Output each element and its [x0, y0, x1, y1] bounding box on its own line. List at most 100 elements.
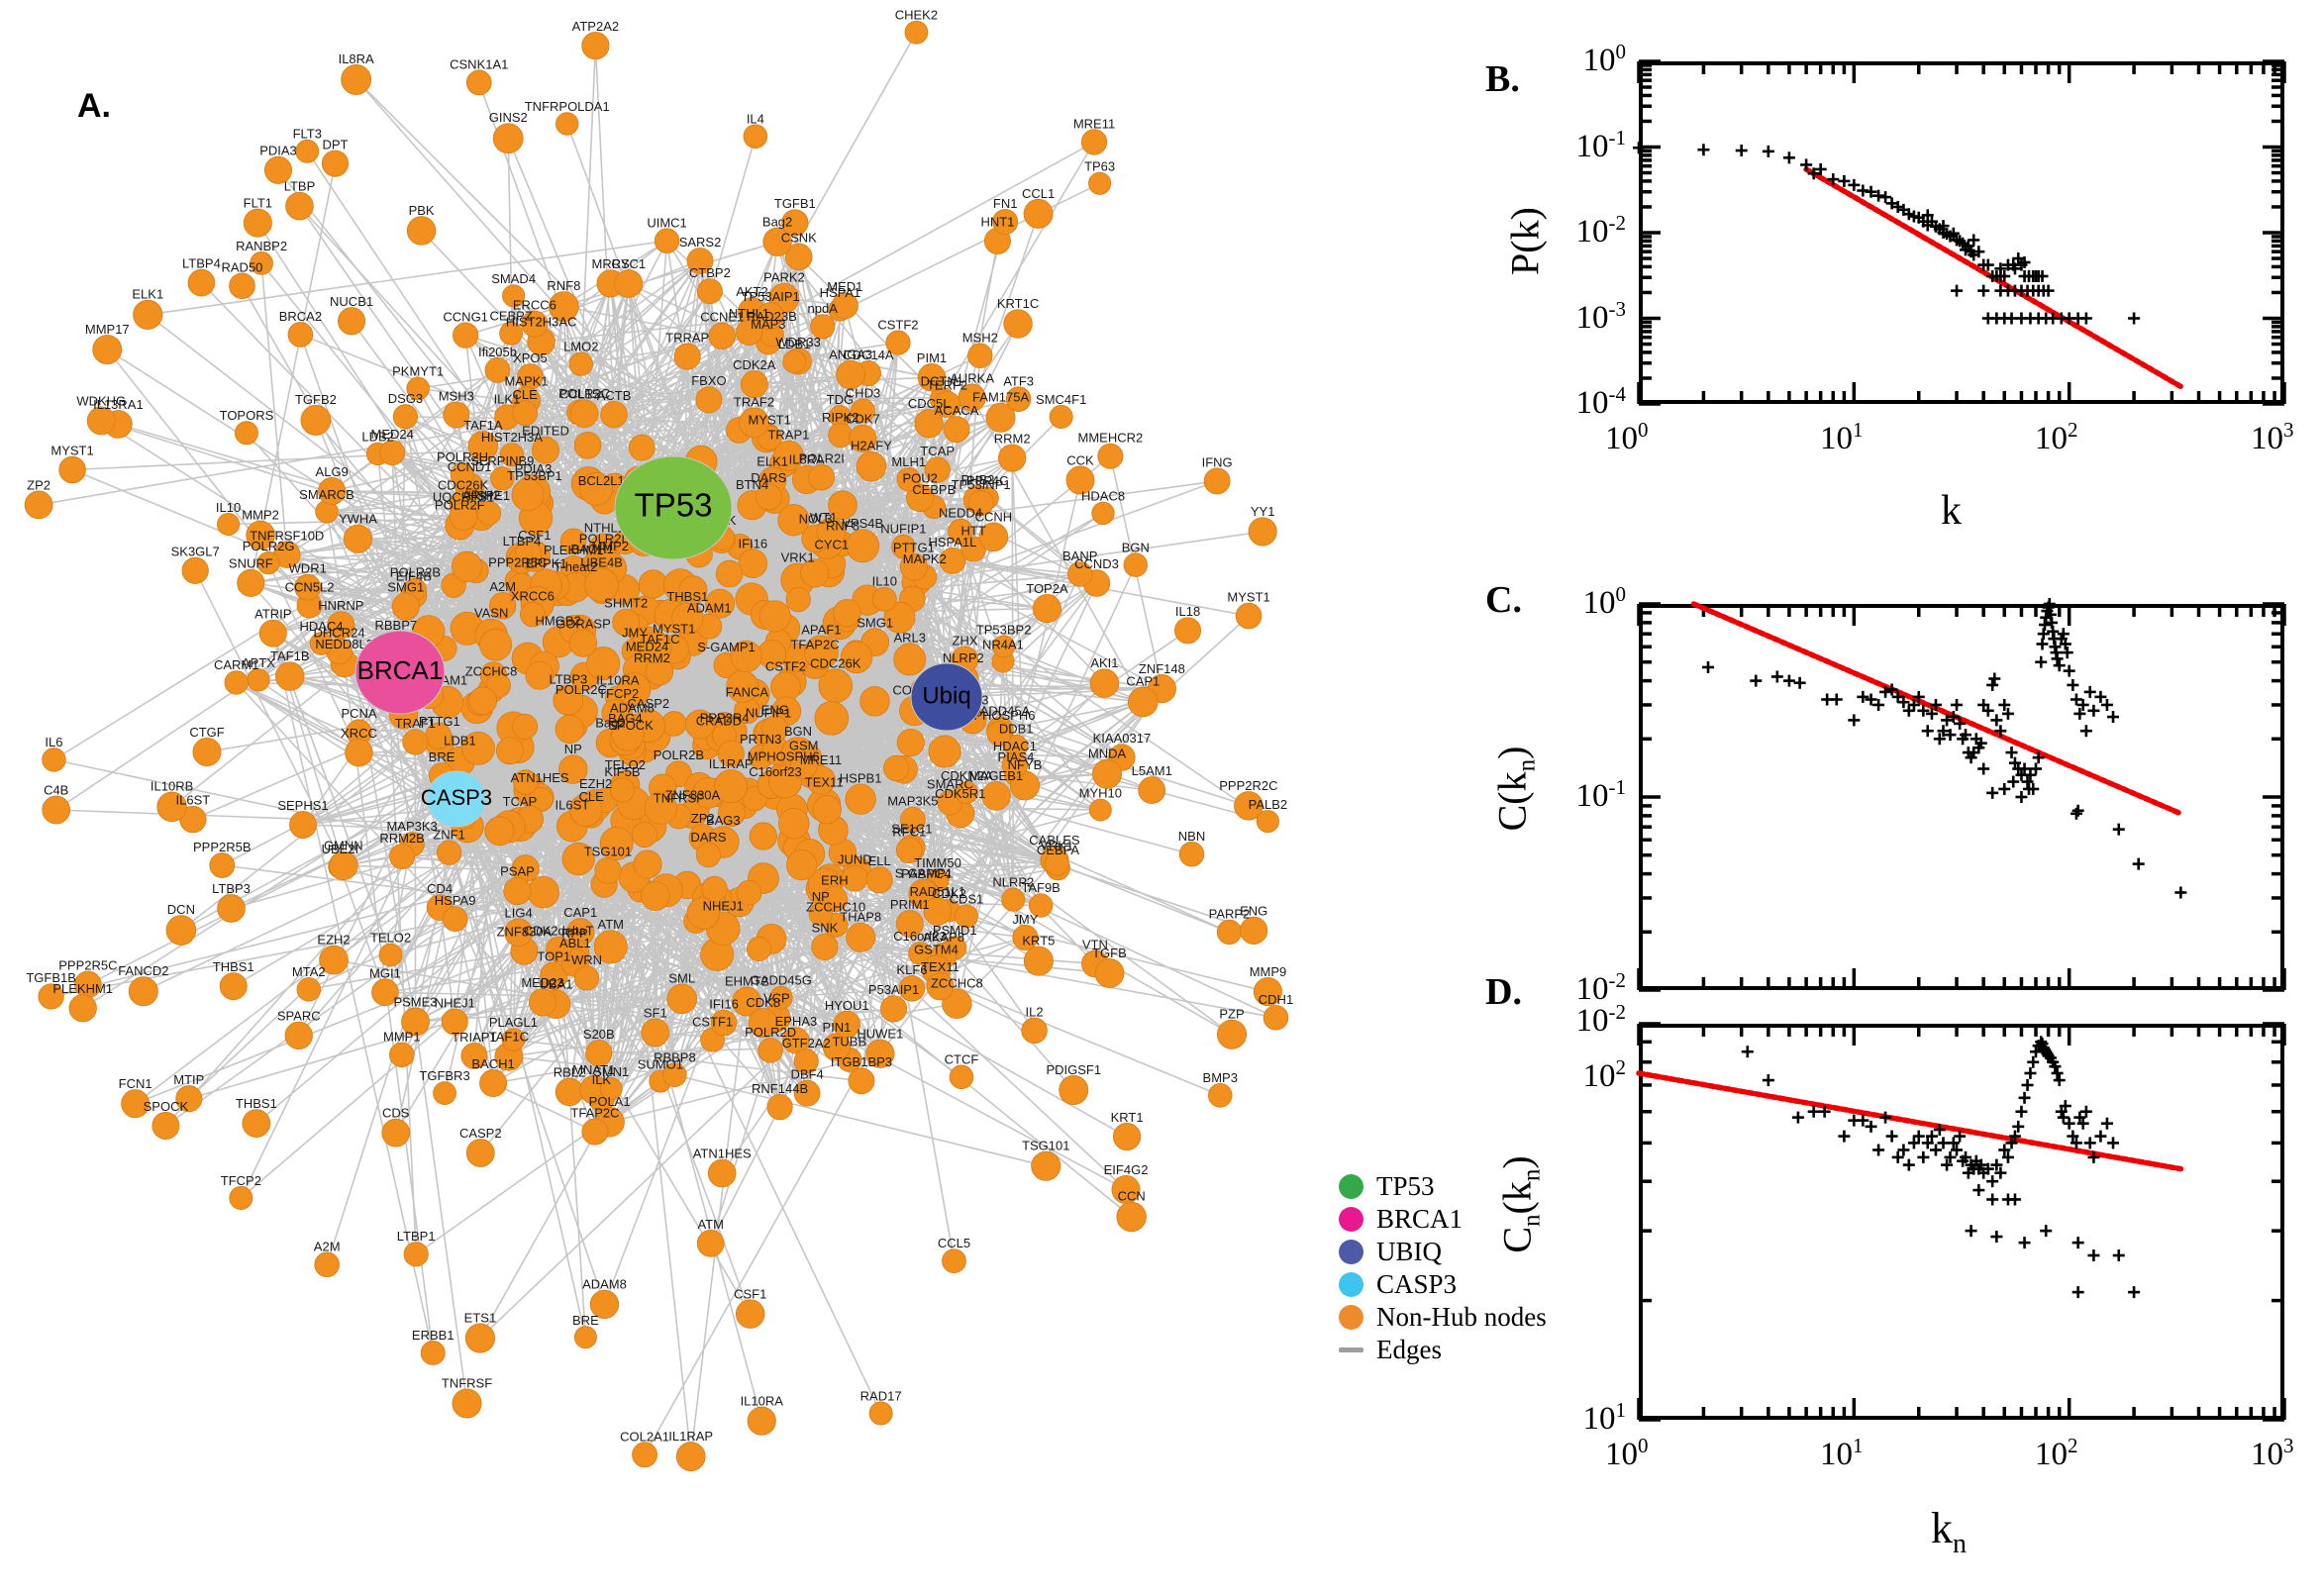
network-node[interactable] — [928, 735, 961, 768]
network-node[interactable] — [465, 1139, 495, 1167]
network-node[interactable] — [871, 586, 897, 612]
network-node[interactable] — [24, 490, 53, 520]
network-node[interactable] — [479, 1069, 508, 1097]
network-node[interactable] — [833, 598, 861, 628]
network-node[interactable] — [450, 462, 475, 487]
network-node[interactable] — [614, 269, 644, 298]
hub-node-casp3[interactable] — [426, 770, 487, 828]
network-node[interactable] — [258, 619, 287, 648]
network-node[interactable] — [1234, 791, 1263, 821]
network-node[interactable] — [895, 910, 924, 938]
network-node[interactable] — [1178, 842, 1205, 867]
network-node[interactable] — [181, 556, 209, 584]
network-node[interactable] — [237, 568, 265, 597]
network-node[interactable] — [319, 945, 349, 975]
network-node[interactable] — [998, 444, 1027, 472]
network-node[interactable] — [503, 876, 532, 906]
network-node[interactable] — [705, 588, 736, 619]
network-node[interactable] — [696, 1229, 725, 1257]
network-node[interactable] — [502, 284, 526, 308]
network-node[interactable] — [609, 777, 636, 803]
network-node[interactable] — [209, 852, 236, 878]
network-node[interactable] — [92, 335, 123, 364]
network-node[interactable] — [851, 398, 875, 424]
network-node[interactable] — [769, 985, 793, 1010]
network-node[interactable] — [736, 879, 762, 906]
network-node[interactable] — [880, 995, 908, 1023]
network-node[interactable] — [489, 592, 517, 620]
network-node[interactable] — [581, 1118, 609, 1146]
network-node[interactable] — [865, 866, 893, 894]
network-node[interactable] — [275, 661, 305, 691]
network-node[interactable] — [433, 1081, 456, 1106]
network-node[interactable] — [924, 456, 951, 483]
network-node[interactable] — [904, 20, 929, 45]
network-node[interactable] — [738, 549, 768, 578]
network-node[interactable] — [300, 405, 332, 436]
network-node[interactable] — [460, 1043, 488, 1069]
network-node[interactable] — [568, 351, 593, 376]
network-node[interactable] — [1001, 751, 1029, 778]
network-node[interactable] — [42, 748, 66, 772]
network-node[interactable] — [985, 402, 1016, 433]
network-node[interactable] — [628, 434, 656, 461]
network-node[interactable] — [808, 902, 833, 927]
network-node[interactable] — [710, 1009, 738, 1037]
network-node[interactable] — [1005, 386, 1032, 412]
network-node[interactable] — [514, 541, 543, 568]
network-node[interactable] — [128, 976, 158, 1007]
network-node[interactable] — [443, 401, 470, 429]
network-node[interactable] — [707, 1158, 737, 1188]
network-node[interactable] — [568, 629, 598, 657]
network-node[interactable] — [885, 330, 911, 355]
network-node[interactable] — [811, 933, 839, 961]
network-node[interactable] — [521, 310, 549, 338]
network-node[interactable] — [781, 209, 809, 237]
network-node[interactable] — [748, 1008, 778, 1039]
network-node[interactable] — [321, 150, 350, 177]
network-node[interactable] — [640, 881, 670, 911]
network-node[interactable] — [793, 1079, 821, 1107]
network-node[interactable] — [294, 573, 322, 601]
network-node[interactable] — [846, 529, 880, 563]
network-node[interactable] — [589, 1289, 620, 1320]
network-node[interactable] — [773, 440, 804, 471]
network-node[interactable] — [42, 795, 71, 825]
network-node[interactable] — [532, 436, 559, 464]
network-node[interactable] — [451, 550, 483, 582]
network-node[interactable] — [379, 440, 406, 466]
network-node[interactable] — [573, 965, 600, 991]
network-node[interactable] — [1012, 924, 1039, 950]
network-node[interactable] — [717, 740, 745, 767]
network-node[interactable] — [217, 894, 246, 923]
network-node[interactable] — [1216, 919, 1243, 946]
network-node[interactable] — [289, 811, 317, 839]
network-node[interactable] — [654, 228, 680, 253]
network-node[interactable] — [38, 983, 64, 1010]
network-node[interactable] — [1088, 171, 1112, 195]
network-node[interactable] — [914, 409, 944, 439]
network-node[interactable] — [511, 478, 545, 512]
network-node[interactable] — [406, 216, 437, 246]
network-node[interactable] — [695, 386, 723, 414]
network-node[interactable] — [484, 356, 511, 383]
network-node[interactable] — [785, 586, 811, 613]
network-node[interactable] — [436, 840, 462, 865]
network-node[interactable] — [1089, 668, 1120, 698]
network-node[interactable] — [848, 1067, 875, 1095]
network-node[interactable] — [743, 124, 768, 149]
network-node[interactable] — [678, 575, 708, 605]
network-node[interactable] — [814, 701, 850, 736]
network-node[interactable] — [389, 1042, 415, 1068]
network-node[interactable] — [786, 849, 818, 881]
network-node[interactable] — [338, 307, 366, 336]
network-node[interactable] — [1044, 850, 1069, 876]
network-node[interactable] — [800, 558, 830, 588]
network-node[interactable] — [934, 390, 961, 418]
network-node[interactable] — [701, 875, 728, 903]
network-node[interactable] — [917, 363, 947, 392]
network-node[interactable] — [846, 922, 876, 952]
network-node[interactable] — [730, 640, 762, 673]
network-node[interactable] — [219, 972, 248, 1001]
network-node[interactable] — [1023, 198, 1054, 229]
